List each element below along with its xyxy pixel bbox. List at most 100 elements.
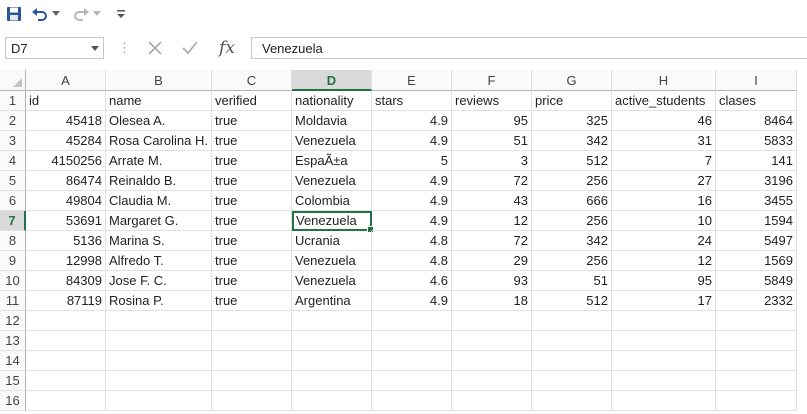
data-cell[interactable]: 512 xyxy=(532,291,612,311)
header-cell[interactable]: stars xyxy=(372,91,452,111)
data-cell[interactable] xyxy=(452,351,532,371)
data-cell[interactable] xyxy=(292,311,372,331)
row-header-8[interactable]: 8 xyxy=(0,231,26,251)
data-cell[interactable]: 43 xyxy=(452,191,532,211)
data-cell[interactable] xyxy=(532,371,612,391)
data-cell[interactable]: true xyxy=(212,151,292,171)
data-cell[interactable]: 5136 xyxy=(26,231,106,251)
data-cell[interactable]: true xyxy=(212,191,292,211)
data-cell[interactable]: 5833 xyxy=(716,131,797,151)
data-cell[interactable] xyxy=(212,371,292,391)
data-cell[interactable] xyxy=(106,331,212,351)
data-cell[interactable] xyxy=(452,391,532,411)
data-cell[interactable] xyxy=(452,371,532,391)
data-cell[interactable]: Alfredo T. xyxy=(106,251,212,271)
data-cell[interactable]: 256 xyxy=(532,171,612,191)
row-header-2[interactable]: 2 xyxy=(0,111,26,131)
column-header-i[interactable]: I xyxy=(716,70,797,91)
data-cell[interactable]: 4.6 xyxy=(372,271,452,291)
data-cell[interactable]: 1594 xyxy=(716,211,797,231)
data-cell[interactable]: Venezuela xyxy=(292,171,372,191)
row-header-9[interactable]: 9 xyxy=(0,251,26,271)
data-cell[interactable] xyxy=(26,311,106,331)
data-cell[interactable] xyxy=(716,371,797,391)
data-cell[interactable]: 325 xyxy=(532,111,612,131)
insert-function-button[interactable]: fx xyxy=(213,37,241,59)
data-cell[interactable] xyxy=(106,371,212,391)
data-cell[interactable]: 4150256 xyxy=(26,151,106,171)
data-cell[interactable]: 4.9 xyxy=(372,211,452,231)
data-cell[interactable]: 86474 xyxy=(26,171,106,191)
data-cell[interactable] xyxy=(612,391,716,411)
data-cell[interactable]: true xyxy=(212,251,292,271)
data-cell[interactable]: 72 xyxy=(452,231,532,251)
data-cell[interactable] xyxy=(106,391,212,411)
data-cell[interactable]: Rosina P. xyxy=(106,291,212,311)
data-cell[interactable]: 84309 xyxy=(26,271,106,291)
data-cell[interactable] xyxy=(212,351,292,371)
data-cell[interactable]: Rosa Carolina H. xyxy=(106,131,212,151)
data-cell[interactable] xyxy=(26,391,106,411)
data-cell[interactable] xyxy=(292,351,372,371)
data-cell[interactable]: true xyxy=(212,211,292,231)
data-cell[interactable]: 5849 xyxy=(716,271,797,291)
data-cell[interactable]: 87119 xyxy=(26,291,106,311)
data-cell[interactable]: Jose F. C. xyxy=(106,271,212,291)
data-cell[interactable]: 8464 xyxy=(716,111,797,131)
data-cell[interactable]: 10 xyxy=(612,211,716,231)
data-cell[interactable]: 4.8 xyxy=(372,251,452,271)
data-cell[interactable]: Claudia M. xyxy=(106,191,212,211)
redo-dropdown-icon[interactable] xyxy=(92,4,102,24)
row-header-13[interactable]: 13 xyxy=(0,331,26,351)
data-cell[interactable]: 95 xyxy=(612,271,716,291)
data-cell[interactable]: true xyxy=(212,291,292,311)
column-header-c[interactable]: C xyxy=(212,70,292,91)
active-cell[interactable]: Venezuela xyxy=(292,211,374,233)
data-cell[interactable]: 7 xyxy=(612,151,716,171)
row-header-5[interactable]: 5 xyxy=(0,171,26,191)
data-cell[interactable] xyxy=(532,331,612,351)
data-cell[interactable] xyxy=(532,311,612,331)
data-cell[interactable]: true xyxy=(212,171,292,191)
data-cell[interactable] xyxy=(292,331,372,351)
data-cell[interactable] xyxy=(212,331,292,351)
data-cell[interactable]: true xyxy=(212,111,292,131)
data-cell[interactable]: 3 xyxy=(452,151,532,171)
column-header-d[interactable]: D xyxy=(292,70,372,91)
data-cell[interactable]: 12 xyxy=(452,211,532,231)
data-cell[interactable]: Moldavia xyxy=(292,111,372,131)
row-header-10[interactable]: 10 xyxy=(0,271,26,291)
header-cell[interactable]: active_students xyxy=(612,91,716,111)
data-cell[interactable]: 18 xyxy=(452,291,532,311)
data-cell[interactable]: Margaret G. xyxy=(106,211,212,231)
row-header-1[interactable]: 1 xyxy=(0,91,26,111)
data-cell[interactable]: Olesea A. xyxy=(106,111,212,131)
data-cell[interactable]: 45418 xyxy=(26,111,106,131)
data-cell[interactable]: Venezuela xyxy=(292,131,372,151)
data-cell[interactable] xyxy=(372,351,452,371)
column-header-h[interactable]: H xyxy=(612,70,716,91)
data-cell[interactable]: Reinaldo B. xyxy=(106,171,212,191)
data-cell[interactable]: 3455 xyxy=(716,191,797,211)
data-cell[interactable]: 72 xyxy=(452,171,532,191)
customize-qat-icon[interactable] xyxy=(114,4,128,24)
column-header-b[interactable]: B xyxy=(106,70,212,91)
data-cell[interactable] xyxy=(292,371,372,391)
data-cell[interactable] xyxy=(292,391,372,411)
data-cell[interactable]: 4.9 xyxy=(372,131,452,151)
data-cell[interactable] xyxy=(372,391,452,411)
header-cell[interactable]: clases xyxy=(716,91,797,111)
data-cell[interactable] xyxy=(716,331,797,351)
column-header-e[interactable]: E xyxy=(372,70,452,91)
data-cell[interactable]: 342 xyxy=(532,131,612,151)
data-cell[interactable] xyxy=(106,311,212,331)
data-cell[interactable] xyxy=(716,391,797,411)
row-header-14[interactable]: 14 xyxy=(0,351,26,371)
data-cell[interactable]: 256 xyxy=(532,211,612,231)
select-all-corner[interactable] xyxy=(0,70,26,91)
data-cell[interactable]: 31 xyxy=(612,131,716,151)
data-cell[interactable]: 51 xyxy=(452,131,532,151)
data-cell[interactable]: Ucrania xyxy=(292,231,372,251)
data-cell[interactable]: 46 xyxy=(612,111,716,131)
column-header-f[interactable]: F xyxy=(452,70,532,91)
